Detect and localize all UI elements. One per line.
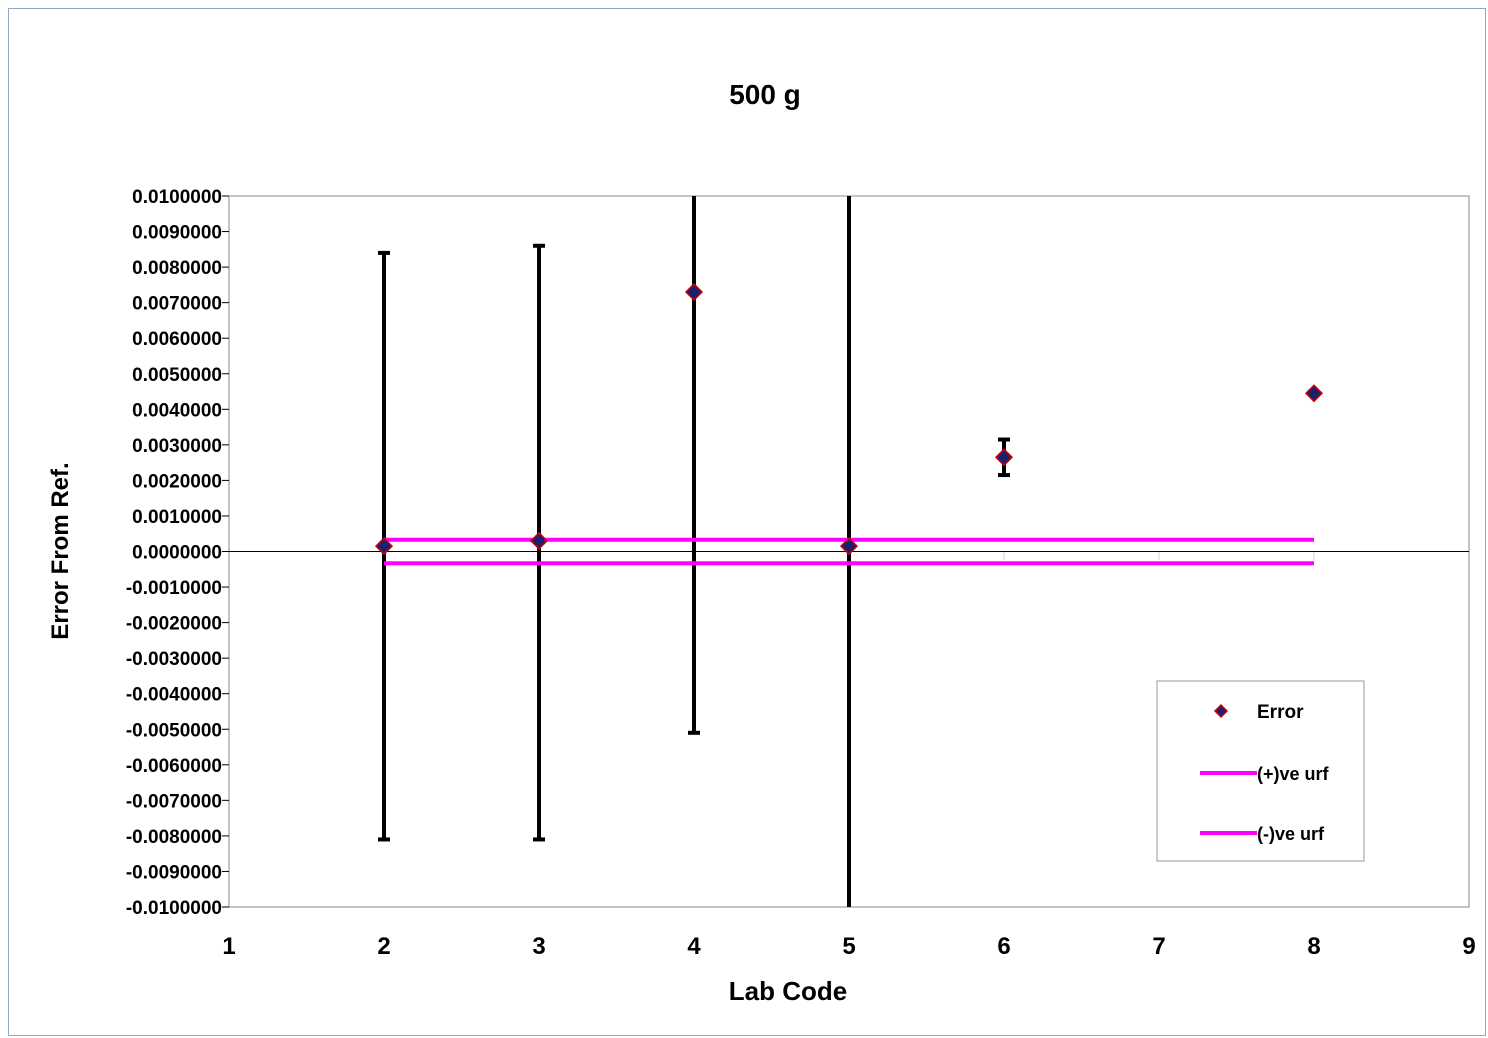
x-tick-label: 4 xyxy=(687,933,701,960)
x-tick-label: 5 xyxy=(842,933,855,960)
y-tick-label: 0.0100000 xyxy=(132,187,222,208)
y-tick-label: -0.0010000 xyxy=(126,578,222,599)
y-tick-label: 0.0060000 xyxy=(132,329,222,350)
y-tick-label: -0.0050000 xyxy=(126,720,222,741)
y-tick-label: 0.0050000 xyxy=(132,365,222,386)
legend-label: Error xyxy=(1257,702,1304,723)
chart-frame xyxy=(8,8,1486,1036)
x-tick-label: 7 xyxy=(1152,933,1165,960)
error-point xyxy=(529,531,549,550)
x-tick-label: 8 xyxy=(1307,933,1320,960)
y-tick-label: -0.0100000 xyxy=(126,898,222,919)
y-tick-label: -0.0030000 xyxy=(126,649,222,670)
y-tick-label: 0.0090000 xyxy=(132,223,222,244)
y-tick-label: 0.0010000 xyxy=(132,507,222,528)
y-tick-label: 0.0020000 xyxy=(132,471,222,492)
error-point xyxy=(994,448,1014,467)
y-tick-label: 0.0080000 xyxy=(132,258,222,279)
legend-box xyxy=(1156,680,1365,862)
chart-title: 500 g xyxy=(729,79,801,110)
x-axis-title: Lab Code xyxy=(729,976,847,1006)
error-point xyxy=(374,537,394,556)
y-tick-label: -0.0060000 xyxy=(126,756,222,777)
legend-label: (+)ve urf xyxy=(1257,764,1330,784)
y-tick-label: -0.0070000 xyxy=(126,791,222,812)
y-axis: 0.0100000 0.0090000 0.0080000 0.0070000 0.00… xyxy=(126,187,229,919)
y-axis-title: Error From Ref. xyxy=(47,462,74,639)
y-tick-label: 0.0000000 xyxy=(132,543,222,564)
plot-content xyxy=(374,196,1324,907)
legend-marker-error xyxy=(1213,703,1229,719)
y-tick-label: 0.0040000 xyxy=(132,400,222,421)
x-tick-label: 2 xyxy=(377,933,390,960)
data-points xyxy=(374,282,1324,556)
y-tick-label: -0.0090000 xyxy=(126,862,222,883)
error-point xyxy=(1304,384,1324,403)
x-tick-label: 1 xyxy=(222,933,235,960)
legend: Error (+)ve urf (-)ve urf xyxy=(1156,680,1365,862)
y-tick-label: -0.0040000 xyxy=(126,685,222,706)
legend-label: (-)ve urf xyxy=(1257,824,1325,844)
y-tick-label: 0.0070000 xyxy=(132,294,222,315)
x-tick-label: 3 xyxy=(532,933,545,960)
x-tick-label: 6 xyxy=(997,933,1010,960)
y-tick-label: 0.0030000 xyxy=(132,436,222,457)
x-tick-label: 9 xyxy=(1462,933,1475,960)
y-tick-label: -0.0080000 xyxy=(126,827,222,848)
error-point xyxy=(684,282,704,302)
y-tick-label: -0.0020000 xyxy=(126,614,222,635)
error-point xyxy=(839,537,859,556)
